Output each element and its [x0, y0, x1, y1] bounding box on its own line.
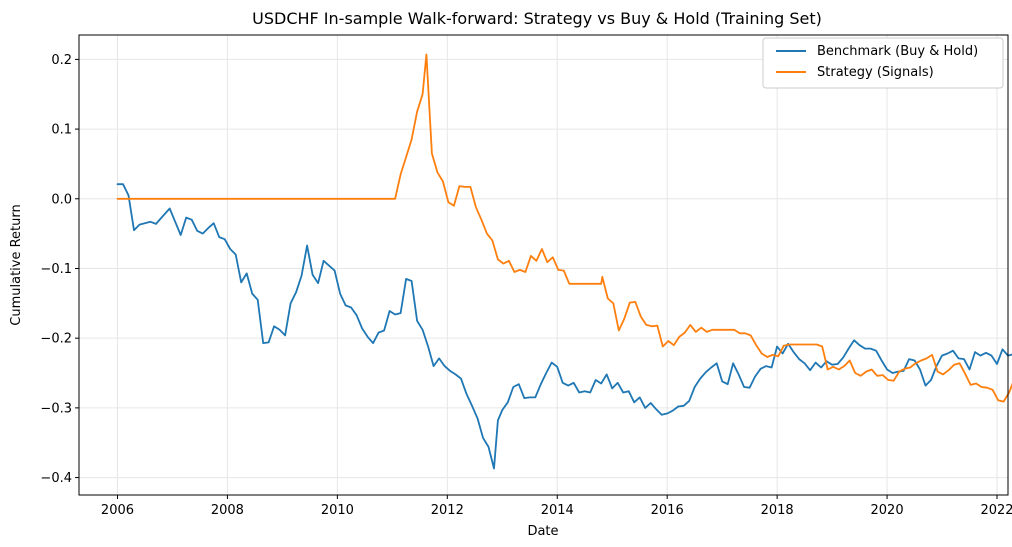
legend: Benchmark (Buy & Hold) Strategy (Signals…: [762, 37, 1004, 89]
y-tick-label: 0.0: [51, 192, 72, 207]
y-tick-label: −0.4: [40, 471, 72, 486]
series-line-benchmark: [116, 183, 1012, 470]
legend-label-benchmark: Benchmark (Buy & Hold): [817, 44, 978, 59]
x-tick-label: 2014: [541, 503, 574, 518]
y-axis-title: Cumulative Return: [9, 204, 24, 325]
x-tick-label: 2022: [980, 503, 1012, 518]
y-tick-label: 0.2: [51, 53, 72, 68]
chart-title: USDCHF In-sample Walk-forward: Strategy …: [252, 9, 822, 28]
y-tick-label: −0.3: [40, 401, 72, 416]
x-tick-label: 2018: [761, 503, 794, 518]
y-tick-label: 0.1: [51, 123, 72, 138]
y-tick-label: −0.2: [40, 332, 72, 347]
x-tick-label: 2012: [431, 503, 464, 518]
series-line-strategy: [116, 53, 1012, 403]
x-tick-label: 2010: [321, 503, 354, 518]
y-tick-label: −0.1: [40, 262, 72, 277]
x-tick-label: 2016: [651, 503, 684, 518]
grid-layer: [79, 35, 1008, 495]
legend-label-strategy: Strategy (Signals): [817, 65, 934, 80]
legend-box: [762, 37, 1004, 89]
tick-layer: 2006 2008 2010 2012 2014 2016 2018 2020 2022 0.2 0…: [40, 53, 1012, 518]
x-tick-label: 2008: [211, 503, 244, 518]
plot-frame: [78, 34, 1009, 496]
x-axis-title: Date: [527, 524, 558, 539]
x-tick-label: 2006: [101, 503, 134, 518]
x-tick-label: 2020: [871, 503, 904, 518]
series-layer: [116, 53, 1012, 470]
